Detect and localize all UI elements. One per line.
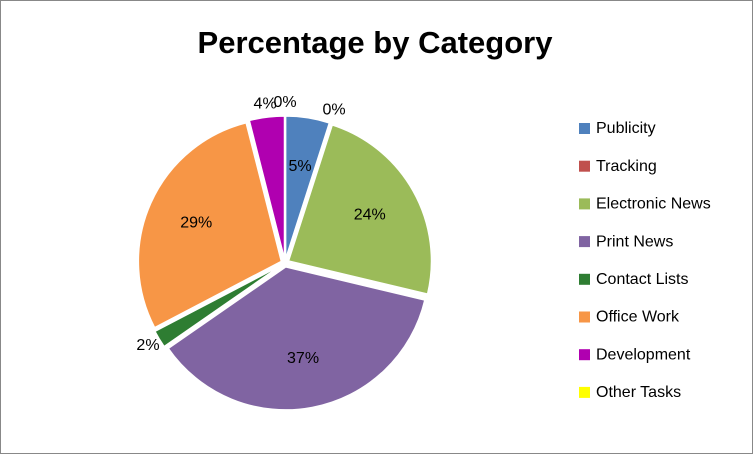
data-label: 0% [273, 94, 296, 111]
legend-label: Office Work [596, 309, 680, 326]
legend-label: Print News [596, 233, 673, 250]
data-label: 4% [254, 95, 277, 112]
legend-label: Publicity [596, 120, 656, 137]
data-label: 0% [322, 102, 345, 119]
data-label: 24% [354, 206, 386, 223]
legend-swatch [579, 236, 590, 248]
legend-swatch [579, 349, 590, 361]
legend-swatch [579, 198, 590, 210]
legend-label: Tracking [596, 158, 657, 175]
legend-label: Contact Lists [596, 271, 688, 288]
data-label: 29% [180, 215, 212, 232]
legend-swatch [579, 160, 590, 172]
pie-slice [287, 123, 433, 295]
legend-label: Electronic News [596, 196, 711, 213]
pie-slice [285, 122, 331, 260]
legend-label: Development [596, 346, 691, 363]
data-label: 5% [288, 158, 311, 175]
chart-title: Percentage by Category [198, 25, 554, 60]
data-label: 37% [287, 350, 319, 367]
legend-swatch [579, 311, 590, 323]
data-label: 2% [136, 337, 159, 354]
legend-swatch [579, 273, 590, 285]
pie-slice [137, 121, 283, 329]
legend-label: Other Tasks [596, 384, 681, 401]
pie-slice [167, 266, 426, 411]
legend-swatch [579, 123, 590, 134]
legend-swatch [579, 386, 590, 398]
pie-slice [153, 264, 283, 348]
